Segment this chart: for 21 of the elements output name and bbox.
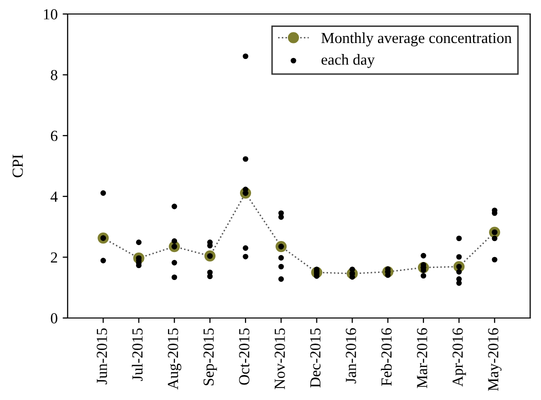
x-tick-label: Apr-2016	[452, 328, 466, 387]
x-tick-label: Jun-2015	[96, 328, 108, 384]
y-tick-label: 4	[50, 192, 58, 202]
x-tick-label: Nov-2015	[274, 328, 285, 390]
legend-label: Monthly average concentration	[321, 32, 512, 46]
x-tick-label: Sep-2015	[203, 328, 217, 386]
x-tick-label: Mar-2016	[416, 328, 428, 388]
x-tick-label: Feb-2016	[380, 328, 392, 386]
y-tick-label: 2	[50, 252, 58, 262]
y-tick-label: 0	[50, 313, 58, 324]
x-tick-label: May-2016	[488, 328, 502, 391]
x-tick-label: Jan-2016	[346, 328, 356, 384]
y-axis-title: CPI	[12, 154, 23, 178]
x-tick-label: Dec-2015	[310, 328, 321, 388]
y-tick-label: 10	[44, 9, 58, 20]
x-tick-label: Jul-2015	[132, 328, 143, 381]
x-tick-label: Oct-2015	[239, 328, 250, 385]
legend-label: each day	[322, 54, 375, 68]
y-tick-label: 6	[50, 130, 58, 142]
x-tick-label: Aug-2015	[168, 328, 182, 390]
y-tick-label: 8	[50, 70, 58, 80]
